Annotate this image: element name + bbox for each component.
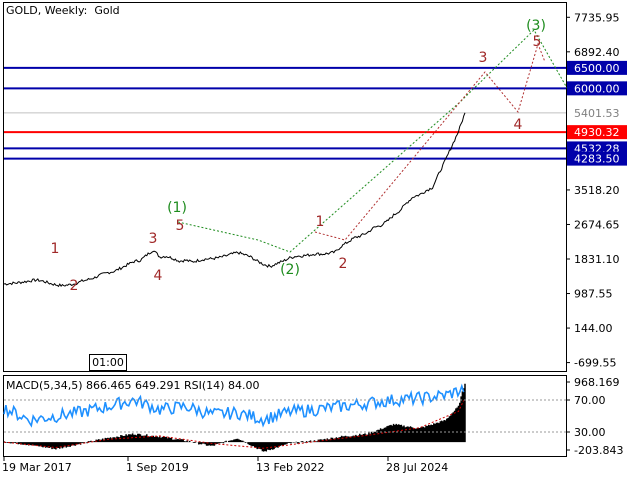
wave-label-minor: 4 bbox=[154, 268, 163, 284]
indicator-pane-frame bbox=[3, 375, 567, 457]
price-level-value: 5401.53 bbox=[574, 107, 620, 120]
x-axis-tick-label: 1 Sep 2019 bbox=[126, 461, 189, 474]
price-series-line bbox=[3, 112, 466, 288]
price-level-tag bbox=[567, 81, 627, 96]
indicator-tick-label: 968.169 bbox=[574, 376, 620, 389]
indicator-tick-label: 70.00 bbox=[574, 394, 606, 407]
x-axis-tick-label: 13 Feb 2022 bbox=[256, 461, 324, 474]
wave-label-major: (2) bbox=[280, 262, 300, 278]
wave-label-minor: 1 bbox=[51, 241, 60, 257]
indicator-tick-label: 30.00 bbox=[574, 426, 606, 439]
x-axis-tick-label: 28 Jul 2024 bbox=[386, 461, 448, 474]
price-level-value: 6500.00 bbox=[574, 62, 620, 75]
wave-label-minor: 5 bbox=[176, 218, 185, 234]
y-axis-tick-label: 144.00 bbox=[574, 322, 613, 335]
wave-label-minor: 4 bbox=[514, 117, 523, 133]
rsi-line bbox=[3, 383, 465, 428]
y-axis-tick-label: 3518.20 bbox=[574, 184, 620, 197]
price-level-tag bbox=[567, 105, 627, 120]
wave-projection-major bbox=[177, 29, 568, 253]
y-axis-tick-label: -699.55 bbox=[574, 357, 616, 370]
price-level-value: 6000.00 bbox=[574, 82, 620, 95]
indicator-label: MACD(5,34,5) 866.465 649.291 RSI(14) 84.… bbox=[6, 379, 260, 392]
wave-label-minor: 2 bbox=[339, 256, 348, 272]
price-level-tag bbox=[567, 60, 627, 75]
wave-label-minor: 3 bbox=[479, 50, 488, 66]
y-axis-tick-label: 1831.10 bbox=[574, 253, 620, 266]
time-readout: 01:00 bbox=[89, 354, 127, 371]
y-axis-tick-label: 6892.40 bbox=[574, 46, 620, 59]
price-level-tag bbox=[567, 125, 627, 140]
price-level-tag bbox=[567, 151, 627, 166]
y-axis-tick-label: 7735.95 bbox=[574, 11, 620, 24]
y-axis-tick-label: 2674.65 bbox=[574, 218, 620, 231]
y-axis-tick-label: 987.55 bbox=[574, 288, 613, 301]
macd-histogram bbox=[3, 383, 466, 452]
chart-title: GOLD, Weekly: Gold bbox=[6, 4, 120, 17]
wave-label-minor: 2 bbox=[70, 278, 79, 294]
price-level-value: 4930.32 bbox=[574, 126, 620, 139]
indicator-tick-label: -203.843 bbox=[574, 444, 623, 457]
wave-label-minor: 3 bbox=[149, 231, 158, 247]
x-axis-tick-label: 19 Mar 2017 bbox=[2, 461, 72, 474]
wave-label-major: (3) bbox=[526, 18, 546, 34]
wave-projection-minor bbox=[314, 42, 546, 241]
macd-signal-line bbox=[3, 400, 465, 449]
main-pane-frame bbox=[3, 2, 567, 372]
price-level-value: 4283.50 bbox=[574, 153, 620, 166]
wave-label-major: (1) bbox=[167, 200, 187, 216]
wave-label-minor: 1 bbox=[316, 214, 325, 230]
wave-label-minor: 5 bbox=[533, 34, 542, 50]
